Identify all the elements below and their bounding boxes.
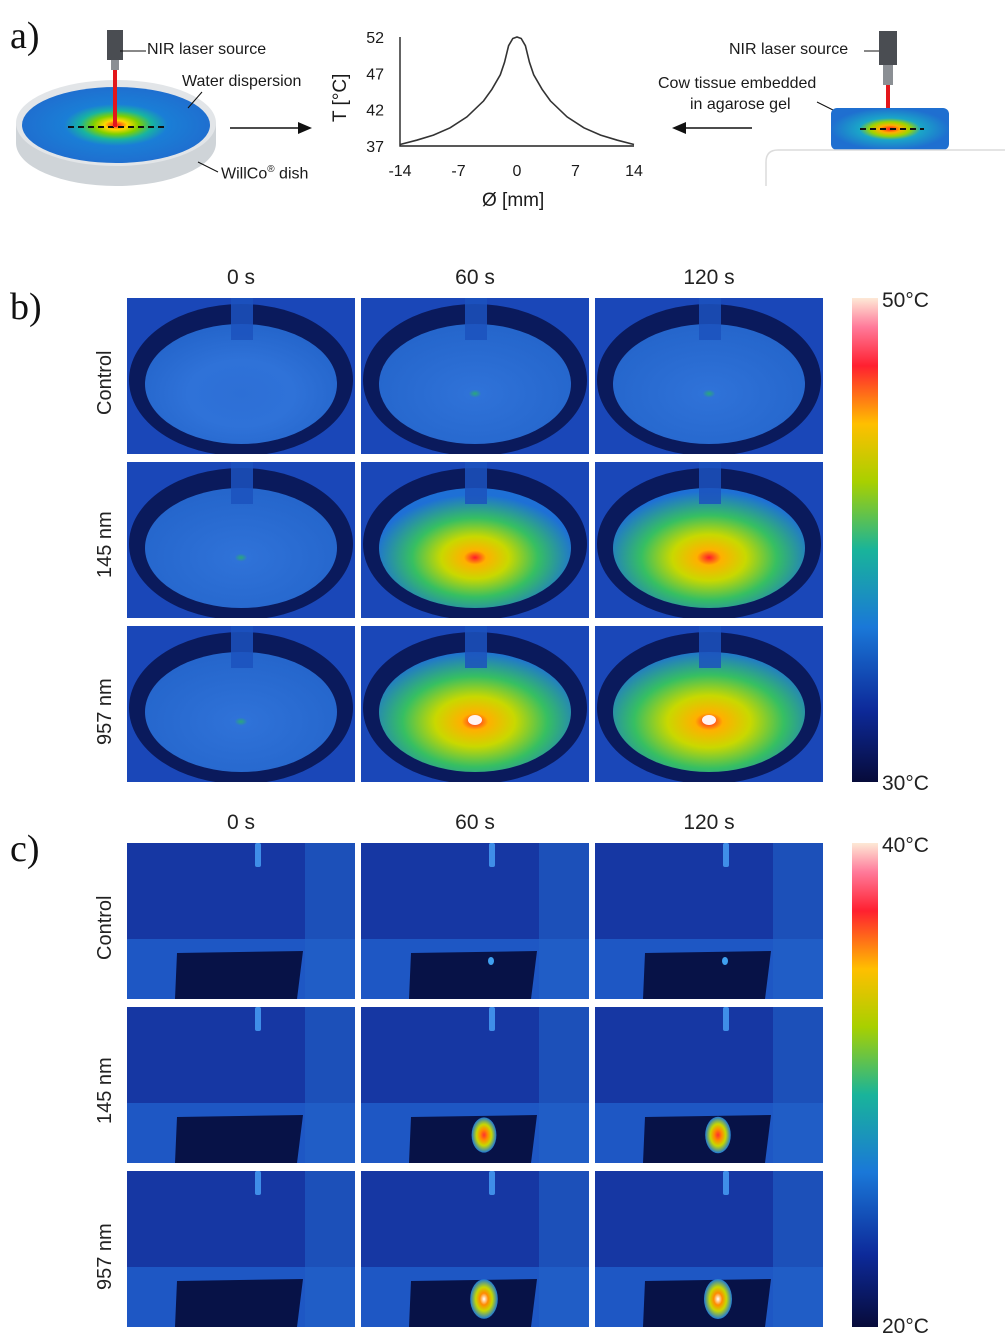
panel-b-thermal-image-r2-c2 [595, 626, 823, 782]
panel-b-row-control: Control [94, 350, 116, 415]
laser-source-label-left: NIR laser source [147, 41, 267, 58]
chart-x-tick: -14 [388, 163, 411, 180]
panel-b-thermal-image-r0-c2 [595, 298, 823, 454]
panel-c-thermal-image-r1-c2 [595, 1007, 823, 1163]
temperature-profile-chart: -14 -7 0 7 14 52 47 42 37 [366, 30, 643, 180]
chart-x-tick: 7 [571, 163, 580, 180]
panel-b-label: b) [10, 286, 42, 328]
outline-corner [765, 149, 1005, 186]
panel-b-thermal-image-r2-c0 [127, 626, 355, 782]
panel-c-row-control: Control [94, 895, 116, 960]
panel-c-thermal-image-r0-c2 [595, 843, 823, 999]
panel-b-thermal-image-r0-c1 [361, 298, 589, 454]
panel-c-col-60s: 60 s [455, 811, 495, 834]
panel-b-col-0s: 0 s [226, 266, 255, 289]
panel-c-thermal-image-r1-c0 [127, 1007, 355, 1163]
chart-x-tick: 0 [513, 163, 522, 180]
arrow-left [672, 122, 752, 134]
willco-dish-label: WillCo® dish [221, 164, 309, 183]
panel-a-label: a) [10, 15, 40, 57]
chart-axes [399, 37, 634, 147]
dish-leader-line [197, 161, 219, 173]
panel-c-colorbar-max: 40°C [882, 834, 929, 857]
tissue-label-line2: in agarose gel [690, 96, 791, 113]
panel-c-label: c) [10, 828, 40, 870]
chart-x-tick: -7 [451, 163, 465, 180]
panel-b-thermal-image-r1-c1 [361, 462, 589, 618]
panel-b-row-957nm: 957 nm [94, 678, 116, 745]
chart-x-tick: 14 [625, 163, 643, 180]
laser-source-label-right: NIR laser source [729, 41, 849, 58]
water-dispersion-label: Water dispersion [182, 73, 302, 90]
chart-y-tick: 47 [366, 66, 384, 83]
panel-b-col-60s: 60 s [455, 266, 495, 289]
panel-b-col-120s: 120 s [683, 266, 735, 289]
panel-b-thermal-image-r2-c1 [361, 626, 589, 782]
chart-y-tick: 42 [366, 103, 384, 120]
panel-b-thermal-image-r0-c0 [127, 298, 355, 454]
panel-c-colorbar [852, 843, 878, 1327]
tissue-schematic [831, 31, 949, 150]
tissue-label-line1: Cow tissue embedded [658, 75, 817, 92]
arrow-right [230, 122, 312, 134]
laser-leader-line [120, 50, 146, 52]
panel-c-thermal-image-r0-c1 [361, 843, 589, 999]
panel-c-col-120s: 120 s [683, 811, 735, 834]
panel-c-row-145nm: 145 nm [94, 1057, 116, 1124]
panel-c-col-0s: 0 s [226, 811, 255, 834]
dispersion-leader-line [187, 91, 203, 109]
chart-y-tick: 37 [366, 139, 384, 156]
chart-x-axis-label: Ø [mm] [482, 190, 545, 211]
panel-b-colorbar-min: 30°C [882, 772, 929, 795]
chart-y-axis-label: T [°C] [330, 73, 351, 122]
panel-b-thermal-image-r1-c0 [127, 462, 355, 618]
dish-schematic [16, 30, 216, 186]
panel-c-thermal-image-r2-c2 [595, 1171, 823, 1327]
panel-c-thermal-image-r2-c0 [127, 1171, 355, 1327]
panel-b-row-145nm: 145 nm [94, 511, 116, 578]
panel-b-colorbar [852, 298, 878, 782]
panel-c-colorbar-min: 20°C [882, 1315, 929, 1338]
panel-c-thermal-image-r1-c1 [361, 1007, 589, 1163]
panel-c-thermal-image-r2-c1 [361, 1171, 589, 1327]
panel-b-colorbar-max: 50°C [882, 289, 929, 312]
panel-c-thermal-image-r0-c0 [127, 843, 355, 999]
panel-c-row-957nm: 957 nm [94, 1223, 116, 1290]
chart-series-line-0 [399, 36, 635, 146]
panel-b-thermal-image-r1-c2 [595, 462, 823, 618]
chart-y-tick: 52 [366, 30, 384, 47]
